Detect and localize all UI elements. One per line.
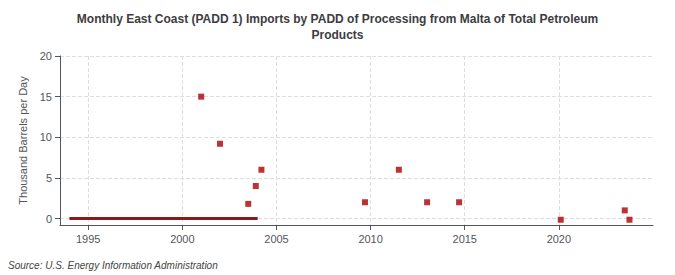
svg-text:10: 10 <box>40 131 52 143</box>
svg-text:2005: 2005 <box>264 233 288 245</box>
svg-text:Products: Products <box>311 28 363 42</box>
svg-text:0: 0 <box>46 213 52 225</box>
svg-text:2000: 2000 <box>170 233 194 245</box>
svg-text:2015: 2015 <box>453 233 477 245</box>
svg-text:Monthly East Coast (PADD 1) Im: Monthly East Coast (PADD 1) Imports by P… <box>77 12 598 26</box>
svg-text:20: 20 <box>40 50 52 62</box>
svg-text:Source: U.S. Energy Informatio: Source: U.S. Energy Information Administ… <box>8 260 218 271</box>
svg-text:1995: 1995 <box>76 233 100 245</box>
svg-text:5: 5 <box>46 172 52 184</box>
svg-text:2020: 2020 <box>547 233 571 245</box>
svg-text:15: 15 <box>40 91 52 103</box>
svg-text:2010: 2010 <box>358 233 382 245</box>
svg-text:Thousand Barrels per Day: Thousand Barrels per Day <box>17 76 29 205</box>
